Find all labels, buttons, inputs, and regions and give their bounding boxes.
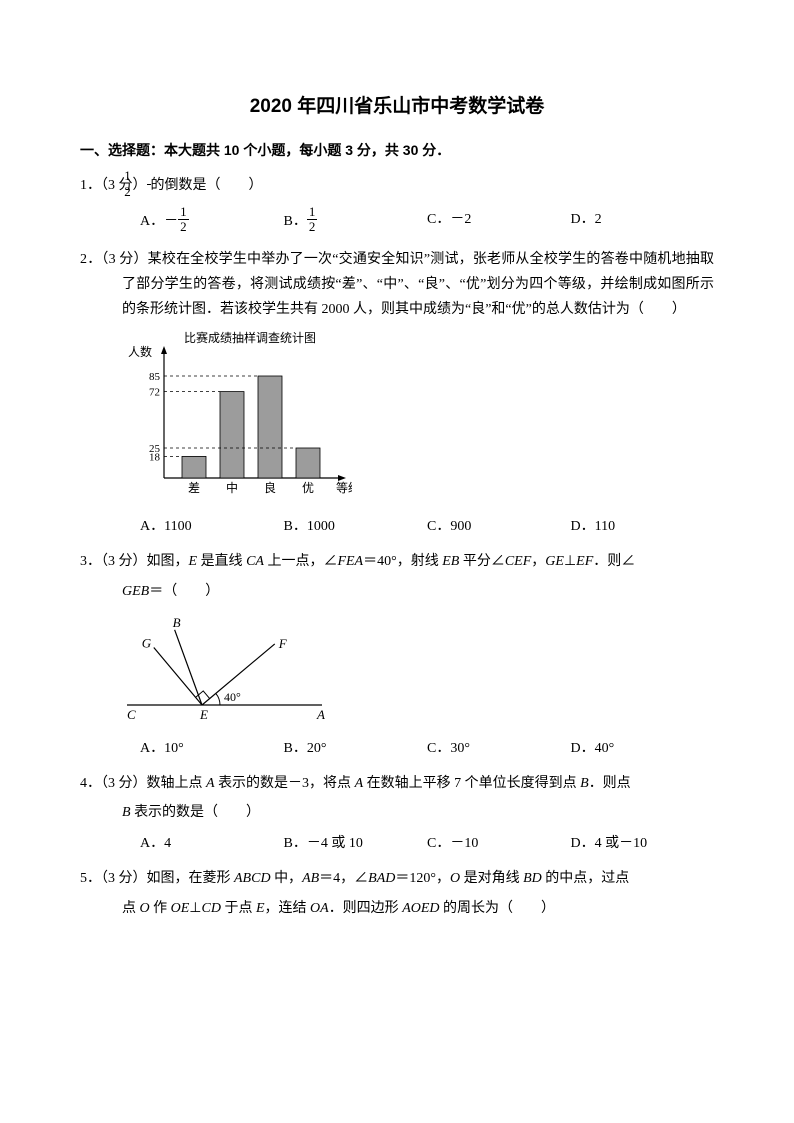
fraction-icon: 12 xyxy=(147,169,151,199)
q1-optD: D．2 xyxy=(571,207,715,237)
svg-text:40°: 40° xyxy=(224,690,241,704)
q3-options: A．10° B．20° C．30° D．40° xyxy=(80,736,714,761)
q3-optA: A．10° xyxy=(140,736,284,761)
question-3: 3．（3 分）如图，E 是直线 CA 上一点，∠FEA＝40°，射线 EB 平分… xyxy=(80,549,714,574)
question-1: 1．（3 分）12的倒数是（ ） xyxy=(80,171,714,201)
q3-num: 3． xyxy=(80,554,101,569)
q4-optB: B．－4 或 10 xyxy=(284,831,428,856)
svg-text:E: E xyxy=(199,707,208,722)
svg-text:85: 85 xyxy=(149,371,161,383)
svg-text:人数: 人数 xyxy=(128,344,152,359)
q1-stem: 的倒数是（ ） xyxy=(151,178,263,193)
svg-text:优: 优 xyxy=(302,481,314,495)
q4-optC: C．－10 xyxy=(427,831,571,856)
svg-text:比赛成绩抽样调查统计图: 比赛成绩抽样调查统计图 xyxy=(184,330,316,345)
fraction-icon: 12 xyxy=(307,205,318,235)
q3-points: （3 分） xyxy=(101,554,147,569)
q4-optA: A．4 xyxy=(140,831,284,856)
q1-num: 1． xyxy=(80,178,101,193)
q2-options: A．1100 B．1000 C．900 D．110 xyxy=(80,514,714,539)
angle-diagram-svg: C E A F B G 40° xyxy=(122,610,342,730)
q2-chart: 比赛成绩抽样调查统计图人数18257285差中良优等级 xyxy=(122,328,714,508)
q5-stem-line2: 点 O 作 OE⊥CD 于点 E，连结 OA．则四边形 AOED 的周长为（ ） xyxy=(80,896,714,921)
svg-text:A: A xyxy=(316,707,325,722)
svg-text:C: C xyxy=(127,707,136,722)
q3-optB: B．20° xyxy=(284,736,428,761)
svg-text:25: 25 xyxy=(149,443,161,455)
q3-optC: C．30° xyxy=(427,736,571,761)
q1-optA: A．－12 xyxy=(140,207,284,237)
svg-text:F: F xyxy=(278,636,288,651)
question-5: 5．（3 分）如图，在菱形 ABCD 中，AB＝4，∠BAD＝120°，O 是对… xyxy=(80,866,714,891)
svg-text:72: 72 xyxy=(149,387,160,399)
q2-optD: D．110 xyxy=(571,514,715,539)
q4-points: （3 分） xyxy=(101,776,147,791)
svg-text:等级: 等级 xyxy=(336,481,352,495)
q2-optA: A．1100 xyxy=(140,514,284,539)
q4-stem-line2: B 表示的数是（ ） xyxy=(80,800,714,825)
q4-options: A．4 B．－4 或 10 C．－10 D．4 或－10 xyxy=(80,831,714,856)
q3-optD: D．40° xyxy=(571,736,715,761)
svg-text:B: B xyxy=(173,615,181,630)
q5-points: （3 分） xyxy=(101,871,147,886)
q4-optD: D．4 或－10 xyxy=(571,831,715,856)
q2-stem-wrap: 2．（3 分）某校在全校学生中举办了一次“交通安全知识”测试，张老师从全校学生的… xyxy=(80,247,714,323)
q2-optC: C．900 xyxy=(427,514,571,539)
q1-optC: C．－2 xyxy=(427,207,571,237)
q1-optB: B．12 xyxy=(284,207,428,237)
svg-text:中: 中 xyxy=(226,480,238,495)
q2-optB: B．1000 xyxy=(284,514,428,539)
page-title: 2020 年四川省乐山市中考数学试卷 xyxy=(80,90,714,124)
question-4: 4．（3 分）数轴上点 A 表示的数是－3，将点 A 在数轴上平移 7 个单位长… xyxy=(80,771,714,796)
q3-stem-line2: GEB＝（ ） xyxy=(80,579,714,604)
q3-diagram: C E A F B G 40° xyxy=(122,610,714,730)
svg-text:G: G xyxy=(142,635,152,650)
section-header: 一、选择题：本大题共 10 个小题，每小题 3 分，共 30 分． xyxy=(80,138,714,163)
q5-num: 5． xyxy=(80,871,101,886)
svg-text:差: 差 xyxy=(188,481,200,495)
fraction-icon: 12 xyxy=(178,205,189,235)
q1-options: A．－12 B．12 C．－2 D．2 xyxy=(80,207,714,237)
q4-num: 4． xyxy=(80,776,101,791)
svg-text:良: 良 xyxy=(264,480,276,495)
bar-chart-svg: 比赛成绩抽样调查统计图人数18257285差中良优等级 xyxy=(122,328,352,508)
